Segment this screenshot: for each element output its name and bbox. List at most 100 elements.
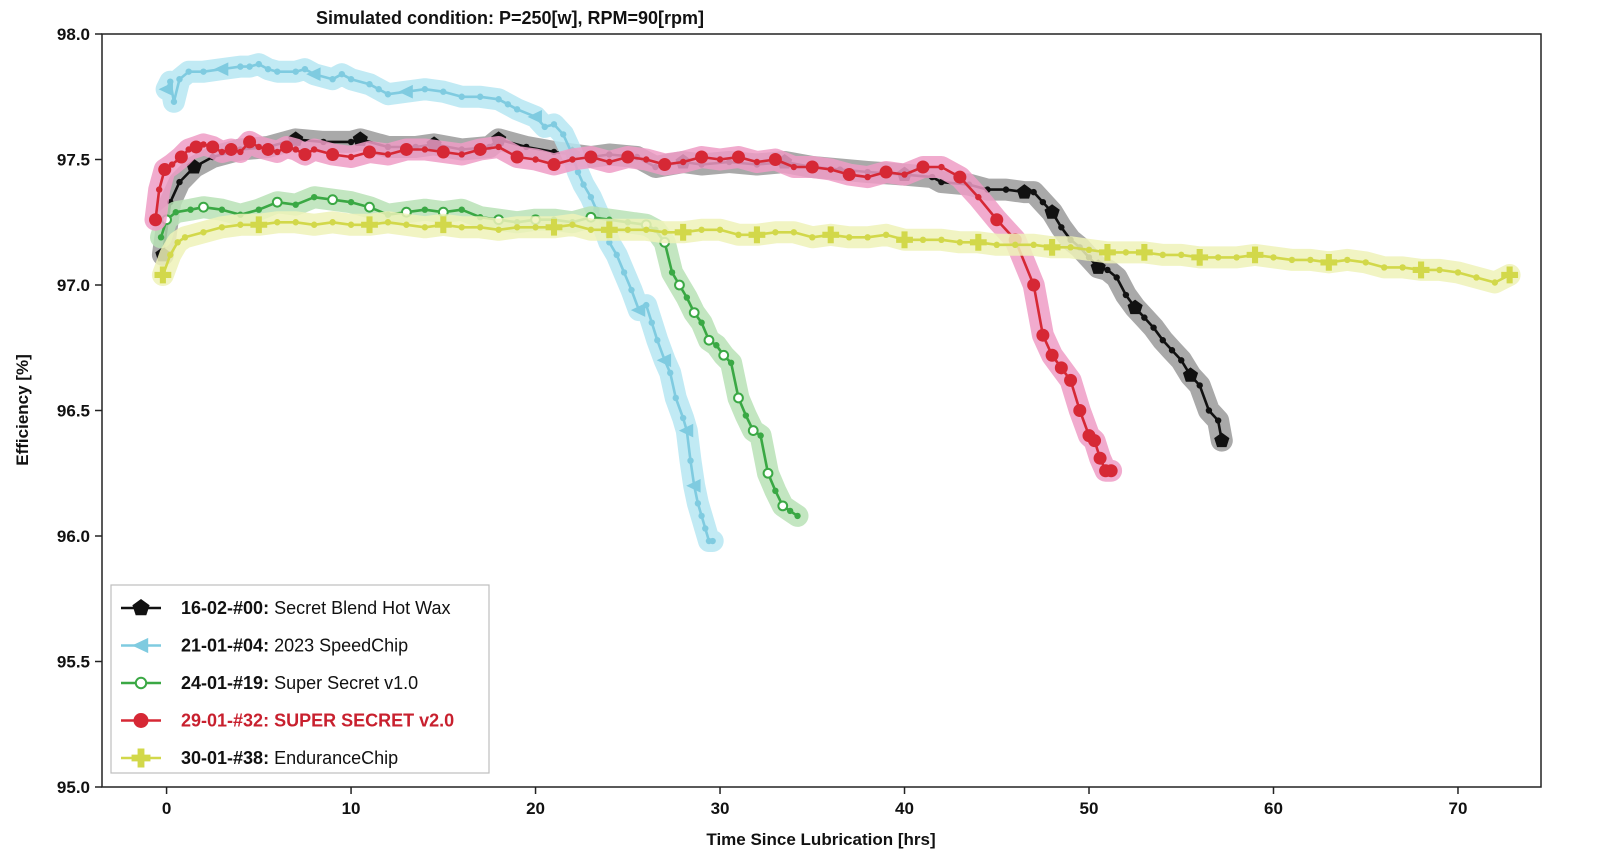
data-point <box>584 150 598 164</box>
legend-code: 30-01-#38: <box>181 748 269 768</box>
data-point <box>403 221 410 228</box>
data-point <box>292 68 299 75</box>
data-point <box>310 221 318 228</box>
data-point <box>757 432 764 439</box>
legend-code: 16-02-#00: <box>181 598 269 618</box>
data-point <box>547 158 561 172</box>
series-line <box>161 221 1511 284</box>
x-tick-label: 50 <box>1080 799 1099 818</box>
data-point <box>1233 254 1240 261</box>
data-point <box>436 145 450 159</box>
y-axis: 95.0 95.5 96.0 96.5 97.0 97.5 98.0 <box>57 25 102 797</box>
data-point <box>158 163 172 177</box>
data-point <box>458 224 465 231</box>
x-tick-label: 20 <box>526 799 545 818</box>
data-point <box>1064 373 1078 387</box>
data-point <box>1320 254 1338 271</box>
data-point <box>628 286 635 294</box>
data-point <box>364 201 375 213</box>
legend-name: SUPER SECRET v2.0 <box>269 711 454 731</box>
data-point <box>306 67 321 81</box>
data-point <box>679 158 687 166</box>
legend-marker <box>133 713 149 728</box>
data-point <box>218 224 226 231</box>
data-point <box>698 512 705 520</box>
data-point <box>174 239 181 246</box>
data-point <box>842 168 856 182</box>
data-point <box>654 337 661 344</box>
data-point <box>532 156 539 163</box>
data-point <box>772 487 779 495</box>
data-point <box>172 209 179 216</box>
data-point <box>1246 246 1264 264</box>
y-tick-label: 98.0 <box>57 25 90 44</box>
data-point <box>1362 259 1369 266</box>
data-point <box>274 148 281 156</box>
data-point <box>398 84 413 99</box>
data-point <box>510 150 524 164</box>
data-point <box>1214 254 1222 261</box>
data-point <box>301 65 309 73</box>
data-point <box>938 236 945 244</box>
data-point <box>181 234 189 241</box>
data-point <box>1090 259 1106 274</box>
data-point <box>674 223 692 241</box>
data-point <box>1088 434 1102 448</box>
data-point <box>790 229 798 236</box>
data-point <box>733 392 744 404</box>
data-point <box>1214 432 1230 448</box>
data-point <box>1399 264 1406 271</box>
data-point <box>1159 251 1167 259</box>
data-point <box>1122 249 1130 256</box>
data-point <box>366 81 373 88</box>
data-point <box>1002 186 1010 193</box>
data-point <box>1196 382 1203 389</box>
legend-box <box>110 584 490 774</box>
data-point <box>495 96 502 103</box>
data-point <box>658 158 672 172</box>
data-point <box>421 146 429 153</box>
data-point <box>747 425 759 436</box>
data-point <box>158 82 173 97</box>
data-point <box>176 178 183 186</box>
data-point <box>347 153 355 161</box>
data-point <box>753 158 761 166</box>
data-point <box>713 342 720 349</box>
data-point <box>742 412 750 419</box>
data-point <box>1058 224 1065 231</box>
data-point <box>882 231 890 238</box>
data-point <box>560 131 567 138</box>
data-point <box>149 213 163 227</box>
data-point <box>1288 256 1296 264</box>
data-point <box>845 234 853 241</box>
data-point <box>532 224 539 231</box>
data-point <box>255 206 263 213</box>
data-point <box>624 226 631 233</box>
data-point <box>384 151 392 158</box>
data-point <box>1045 348 1059 362</box>
data-point <box>716 226 724 233</box>
data-point <box>292 146 299 153</box>
data-point <box>879 165 893 179</box>
data-point <box>255 143 263 151</box>
data-point <box>975 193 982 201</box>
data-point <box>154 266 172 284</box>
y-tick-label: 96.0 <box>57 527 90 546</box>
legend-label: 29-01-#32: SUPER SECRET v2.0 <box>181 711 454 731</box>
data-point <box>1085 246 1093 254</box>
data-point <box>237 221 244 228</box>
series-2 <box>155 53 724 552</box>
data-point <box>363 145 377 159</box>
data-point <box>1093 451 1107 465</box>
data-point <box>274 219 281 226</box>
data-point <box>667 369 674 377</box>
data-point <box>1030 241 1037 249</box>
data-point <box>1182 367 1199 382</box>
data-point <box>495 143 502 151</box>
data-point <box>727 359 735 367</box>
x-tick-label: 30 <box>711 799 730 818</box>
data-point <box>213 62 229 76</box>
data-point <box>762 467 774 479</box>
data-point <box>790 163 798 171</box>
data-point <box>347 75 355 83</box>
